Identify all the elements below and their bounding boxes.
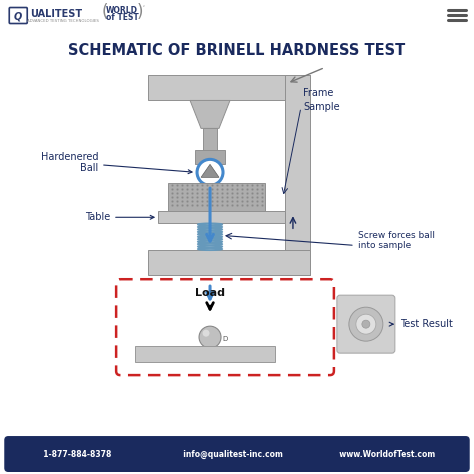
Bar: [168, 183, 265, 211]
FancyBboxPatch shape: [337, 295, 395, 353]
Text: (: (: [102, 2, 109, 20]
Text: Screw forces ball
into sample: Screw forces ball into sample: [358, 231, 435, 250]
Text: Sample: Sample: [303, 102, 339, 112]
Bar: [158, 211, 285, 223]
Text: of TEST: of TEST: [106, 13, 138, 22]
Text: WORLD: WORLD: [106, 6, 138, 15]
Text: ): ): [137, 2, 143, 20]
Text: ADVANCED TESTING TECHNOLOGIES: ADVANCED TESTING TECHNOLOGIES: [27, 18, 99, 22]
Text: Hardenered
Ball: Hardenered Ball: [41, 152, 192, 173]
Text: www.WorldofTest.com: www.WorldofTest.com: [334, 449, 436, 458]
Bar: [203, 128, 217, 150]
Polygon shape: [190, 100, 230, 128]
FancyBboxPatch shape: [4, 436, 470, 472]
Circle shape: [349, 307, 383, 341]
FancyBboxPatch shape: [116, 279, 334, 375]
Text: ʹ: ʹ: [142, 6, 144, 11]
Text: Table: Table: [85, 212, 154, 222]
Bar: [195, 150, 225, 164]
Text: Frame: Frame: [303, 89, 333, 99]
Circle shape: [197, 159, 223, 185]
Text: 1-877-884-8378: 1-877-884-8378: [38, 449, 112, 458]
Bar: [148, 250, 310, 275]
Text: Q: Q: [14, 11, 22, 21]
Circle shape: [202, 329, 210, 337]
Polygon shape: [201, 164, 219, 177]
Bar: [135, 346, 275, 362]
Text: Test Result: Test Result: [389, 319, 453, 329]
Text: info@qualitest-inc.com: info@qualitest-inc.com: [178, 449, 283, 458]
Circle shape: [356, 314, 376, 334]
Circle shape: [199, 326, 221, 348]
Bar: [148, 75, 310, 100]
Circle shape: [362, 320, 370, 328]
Text: Load: Load: [195, 288, 225, 298]
Bar: [285, 75, 310, 275]
FancyBboxPatch shape: [9, 8, 27, 24]
Text: D: D: [222, 336, 227, 342]
Text: UALITEST: UALITEST: [30, 9, 82, 18]
Text: SCHEMATIC OF BRINELL HARDNESS TEST: SCHEMATIC OF BRINELL HARDNESS TEST: [68, 43, 406, 58]
